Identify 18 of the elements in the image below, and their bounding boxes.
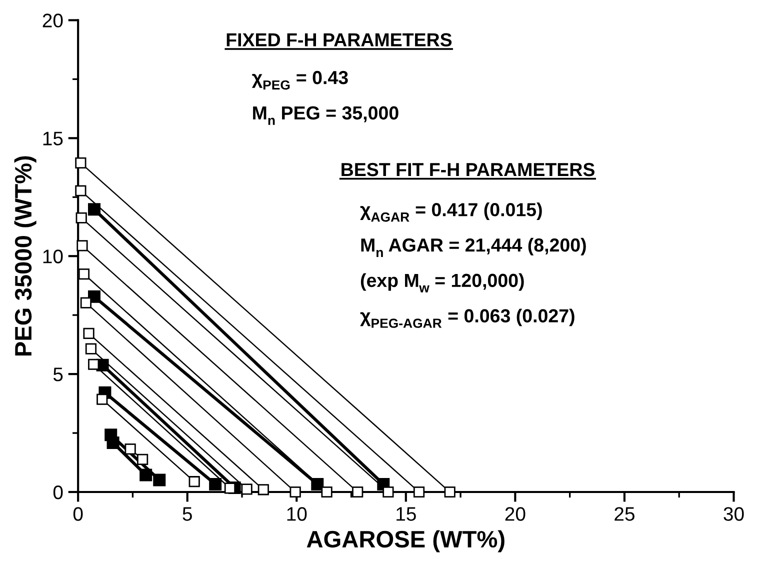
y-tick-label: 5 [53, 368, 63, 382]
annotation: Mn AGAR = 21,444 (8,200) [361, 238, 586, 258]
y-tick-label: 0 [53, 485, 63, 500]
y-axis-title: PEG 35000 (WT%) [14, 156, 36, 356]
x-tick-label: 0 [73, 507, 83, 521]
x-tick-label: 30 [724, 507, 744, 521]
y-tick-label: 20 [42, 14, 63, 28]
annotation: Mn PEG = 35,000 [253, 106, 398, 125]
x-tick-label: 5 [182, 507, 192, 521]
x-tick-label: 25 [614, 507, 634, 521]
x-tick-label: 15 [396, 507, 416, 521]
x-tick-label: 10 [287, 507, 307, 521]
x-tick-label: 20 [505, 507, 526, 521]
annotation: FIXED F-H PARAMETERS [226, 33, 452, 46]
y-tick-label: 10 [43, 250, 63, 264]
x-axis-title: AGAROSE (WT%) [306, 530, 504, 552]
annotation: BEST FIT F-H PARAMETERS [342, 162, 594, 176]
y-tick-label: 15 [43, 132, 63, 146]
